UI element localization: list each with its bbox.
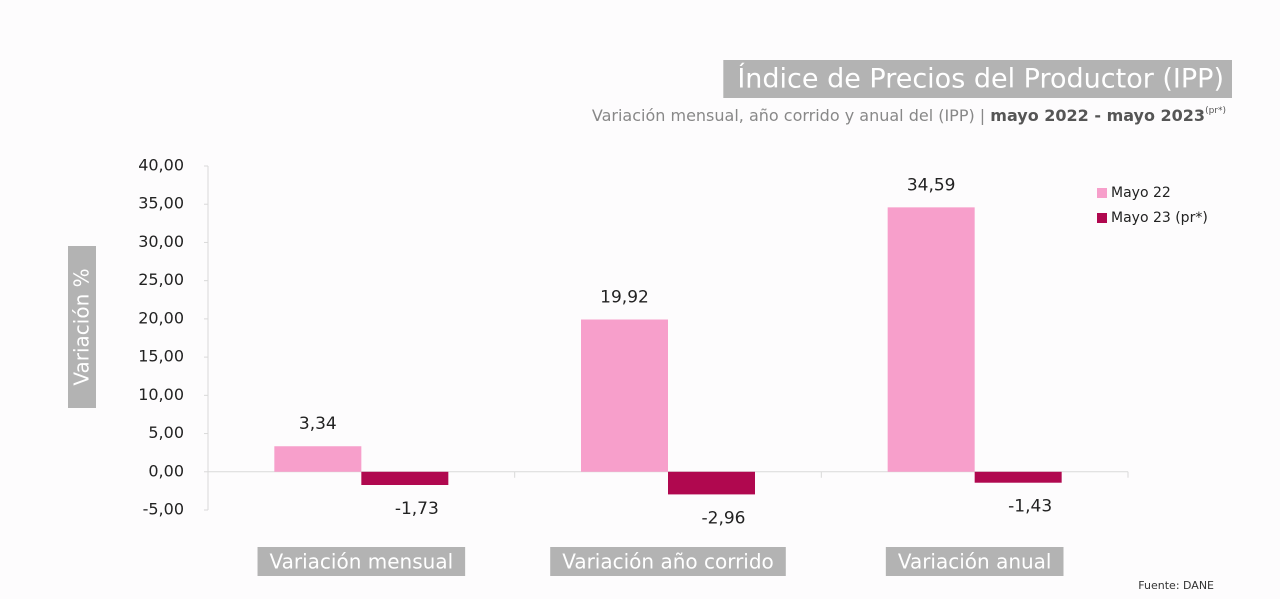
source: Fuente: DANE xyxy=(1138,579,1214,592)
x-tick-label: Variación mensual xyxy=(270,550,454,574)
bar xyxy=(887,207,975,472)
y-tick-label: 15,00 xyxy=(138,347,184,366)
y-tick-label: 5,00 xyxy=(148,423,184,442)
chart-subtitle: Variación mensual, año corrido y anual d… xyxy=(592,106,1226,125)
bar xyxy=(668,471,755,495)
bar xyxy=(361,471,449,486)
y-tick-label: 30,00 xyxy=(138,232,184,251)
bar xyxy=(274,446,362,472)
legend-label: Mayo 22 xyxy=(1111,185,1171,201)
y-label-box xyxy=(68,246,96,408)
y-tick-label: 10,00 xyxy=(138,385,184,404)
category-box xyxy=(550,547,786,576)
category-box xyxy=(257,547,466,576)
y-tick-label: 25,00 xyxy=(138,270,184,289)
x-tick-label: Variación año corrido xyxy=(562,550,774,574)
y-tick-label: 20,00 xyxy=(138,308,184,327)
value-label: -2,96 xyxy=(702,508,746,528)
category-box xyxy=(885,547,1064,576)
bar xyxy=(581,319,668,472)
value-label: -1,73 xyxy=(395,499,439,519)
value-label: -1,43 xyxy=(1008,497,1052,517)
x-tick-label: Variación anual xyxy=(898,550,1052,574)
value-label: 3,34 xyxy=(299,414,337,434)
title-box xyxy=(723,60,1232,98)
y-tick-label: 40,00 xyxy=(138,156,184,175)
chart-title: Índice de Precios del Productor (IPP) xyxy=(737,63,1224,95)
y-tick-label: -5,00 xyxy=(143,500,184,519)
bar xyxy=(974,471,1062,483)
legend-label: Mayo 23 (pr*) xyxy=(1111,210,1208,226)
value-label: 34,59 xyxy=(907,175,956,195)
subtitle-text: Variación mensual, año corrido y anual d… xyxy=(592,106,990,125)
subtitle-highlight: mayo 2022 - mayo 2023 xyxy=(990,106,1205,125)
y-tick-label: 0,00 xyxy=(148,461,184,480)
value-label: 19,92 xyxy=(600,288,649,308)
legend-swatch xyxy=(1097,188,1107,198)
y-axis-label: Variación % xyxy=(70,268,94,385)
subtitle-superscript: (pr*) xyxy=(1205,106,1226,116)
y-tick-label: 35,00 xyxy=(138,194,184,213)
legend-swatch xyxy=(1097,213,1107,223)
